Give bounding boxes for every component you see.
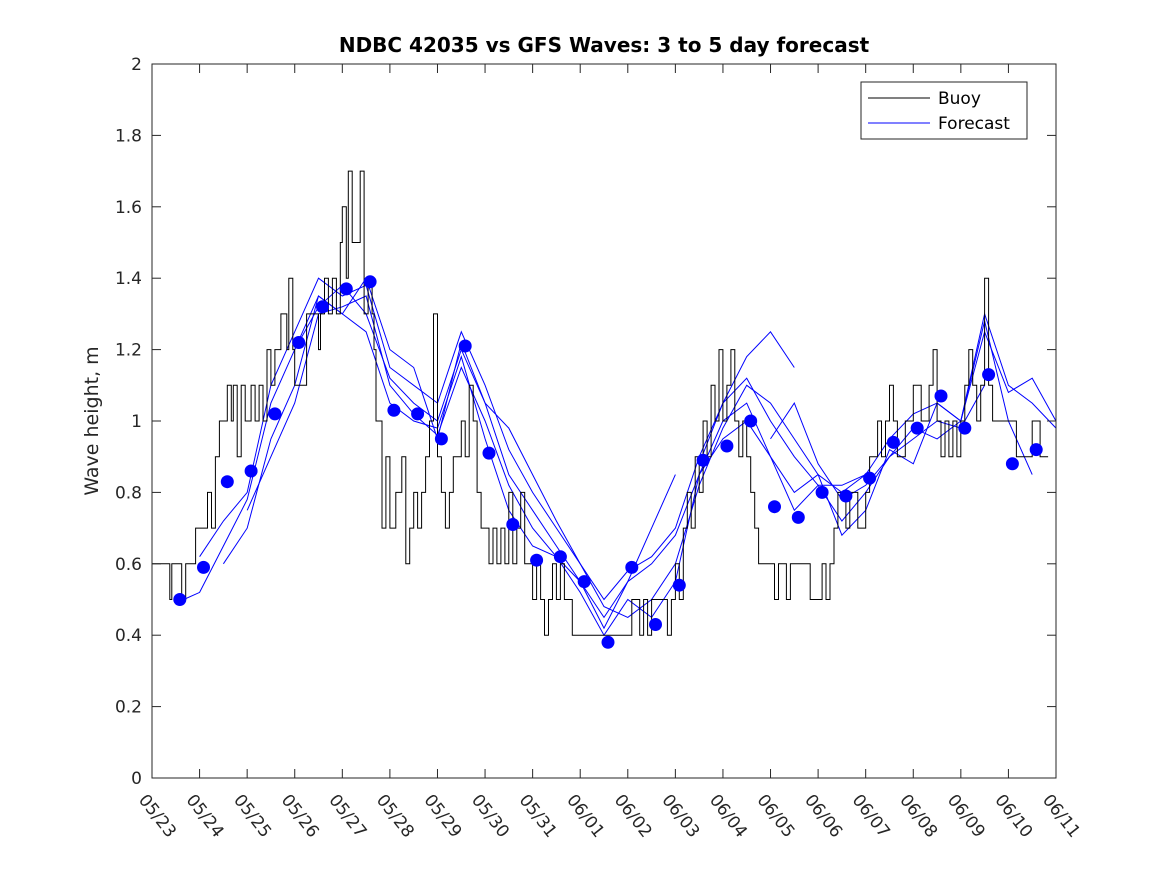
x-tick-label: 06/06 <box>800 791 846 842</box>
y-tick-label: 0.2 <box>115 698 142 718</box>
x-tick-label: 05/23 <box>134 791 180 842</box>
y-tick-label: 1.8 <box>115 126 142 146</box>
x-tick-label: 06/05 <box>753 791 799 842</box>
forecast-marker <box>839 489 853 503</box>
x-tick-label: 05/24 <box>182 791 228 842</box>
forecast-line-5 <box>294 295 1057 630</box>
legend-box <box>860 81 1028 140</box>
forecast-marker <box>220 475 234 489</box>
forecast-marker <box>577 575 591 589</box>
forecast-marker <box>553 550 567 564</box>
forecast-marker <box>886 435 900 449</box>
x-tick-label: 06/02 <box>610 791 656 842</box>
forecast-marker <box>339 282 353 296</box>
x-tick-label: 05/27 <box>324 791 370 842</box>
forecast-marker <box>316 300 329 314</box>
x-tick-label: 05/26 <box>277 791 323 842</box>
forecast-marker <box>173 593 187 606</box>
y-tick-label: 1 <box>131 412 142 432</box>
forecast-marker <box>197 560 210 574</box>
x-tick-label: 05/28 <box>372 791 418 842</box>
y-tick-label: 1.2 <box>115 341 142 361</box>
forecast-marker <box>649 618 662 631</box>
y-tick-label: 1.4 <box>115 269 142 289</box>
forecast-marker <box>411 407 425 421</box>
forecast-marker <box>387 403 401 417</box>
forecast-marker <box>744 414 758 428</box>
forecast-marker <box>982 368 996 382</box>
forecast-marker <box>268 407 282 421</box>
legend-buoy-label: Buoy <box>938 89 981 109</box>
x-tick-label: 06/09 <box>943 791 989 842</box>
forecast-marker <box>434 432 448 446</box>
x-tick-label: 06/04 <box>705 791 751 842</box>
y-axis-ticks: 0 0.2 0.4 0.6 0.8 1 1.2 1.4 1.6 1.8 2 <box>115 55 1056 789</box>
forecast-marker <box>910 421 924 435</box>
y-tick-label: 0.8 <box>115 483 142 503</box>
x-tick-label: 06/03 <box>657 791 703 842</box>
y-tick-label: 1.6 <box>115 198 142 218</box>
series-layer <box>152 170 1057 637</box>
forecast-marker <box>506 518 520 531</box>
forecast-marker <box>482 446 496 460</box>
plot-area <box>152 64 1056 778</box>
y-tick-label: 0.6 <box>115 555 142 575</box>
forecast-marker <box>292 336 306 349</box>
forecast-marker <box>530 553 544 567</box>
forecast-marker <box>768 500 781 514</box>
forecast-marker <box>601 635 615 649</box>
forecast-marker <box>1029 443 1043 457</box>
forecast-marker <box>720 439 734 453</box>
forecast-marker <box>458 339 472 353</box>
forecast-marker <box>934 389 948 403</box>
y-tick-label: 2 <box>131 55 142 75</box>
chart-title: NDBC 42035 vs GFS Waves: 3 to 5 day fore… <box>339 33 870 57</box>
forecast-marker <box>244 464 258 478</box>
forecast-line-4 <box>246 295 986 637</box>
forecast-marker <box>672 578 686 592</box>
forecast-marker <box>863 471 877 485</box>
x-tick-label: 06/08 <box>895 791 941 842</box>
forecast-marker <box>1005 457 1019 471</box>
y-axis-label: Wave height, m <box>81 346 103 495</box>
x-tick-label: 06/07 <box>848 791 894 842</box>
x-tick-label: 05/25 <box>229 791 275 842</box>
legend: Buoy Forecast <box>860 81 1028 140</box>
forecast-marker <box>363 275 377 289</box>
x-tick-label: 05/29 <box>420 791 466 842</box>
forecast-marker <box>958 421 972 435</box>
marker-layer <box>173 275 1043 649</box>
buoy-line <box>152 170 1049 636</box>
x-tick-label: 05/30 <box>467 791 513 842</box>
forecast-marker <box>696 453 710 467</box>
forecast-marker <box>791 510 805 524</box>
forecast-marker <box>815 485 829 499</box>
x-tick-label: 06/11 <box>1038 791 1084 842</box>
legend-forecast-label: Forecast <box>938 114 1010 134</box>
forecast-marker <box>625 560 639 574</box>
y-tick-label: 0.4 <box>115 626 142 646</box>
x-tick-label: 05/31 <box>515 791 561 842</box>
x-tick-label: 06/01 <box>562 791 608 842</box>
x-tick-label: 06/10 <box>990 791 1036 842</box>
forecast-line-1 <box>183 284 676 619</box>
y-tick-label: 0 <box>131 769 142 789</box>
